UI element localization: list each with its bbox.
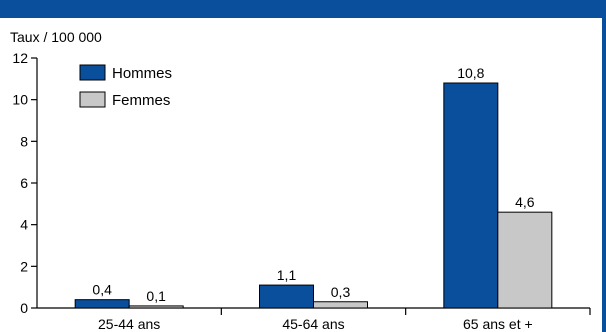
- y-axis-label: Taux / 100 000: [10, 29, 102, 45]
- side-band: [602, 0, 606, 332]
- value-labels: 0,4 0,1 1,1 0,3 10,8 4,6: [92, 65, 534, 304]
- y-tick-label: 8: [20, 133, 28, 149]
- value-label: 1,1: [277, 267, 297, 283]
- bar-femmes-2: [313, 301, 368, 309]
- bar-femmes-1: [128, 305, 184, 309]
- value-label: 4,6: [515, 194, 535, 210]
- bar-hommes-3: [443, 82, 499, 309]
- y-tick-label: 0: [20, 300, 28, 316]
- y-tick-label: 6: [20, 175, 28, 191]
- y-tick-label: 2: [20, 258, 28, 274]
- category-labels: 25-44 ans 45-64 ans 65 ans et +: [98, 316, 533, 332]
- x-ticks: [220, 308, 591, 315]
- bar-hommes-2: [259, 284, 314, 309]
- y-tick-label: 12: [12, 50, 28, 66]
- category-label: 25-44 ans: [98, 316, 160, 332]
- value-label: 0,3: [331, 284, 351, 300]
- legend: Hommes Femmes: [79, 64, 172, 109]
- bar-femmes-3: [497, 211, 553, 309]
- legend-label-femmes: Femmes: [112, 92, 170, 109]
- value-label: 10,8: [457, 65, 484, 81]
- bars: [74, 82, 553, 309]
- header-band: [0, 0, 606, 18]
- bar-hommes-1: [74, 299, 130, 309]
- value-label: 0,1: [146, 288, 166, 304]
- legend-swatch-hommes: [79, 64, 106, 81]
- category-label: 65 ans et +: [463, 316, 533, 332]
- category-label: 45-64 ans: [282, 316, 344, 332]
- legend-swatch-femmes: [79, 91, 106, 108]
- y-tick-label: 4: [20, 217, 28, 233]
- y-tick-label: 10: [12, 92, 28, 108]
- legend-label-hommes: Hommes: [112, 65, 172, 82]
- value-label: 0,4: [92, 282, 112, 298]
- y-ticks: 0 2 4 6 8 10 12: [12, 50, 37, 316]
